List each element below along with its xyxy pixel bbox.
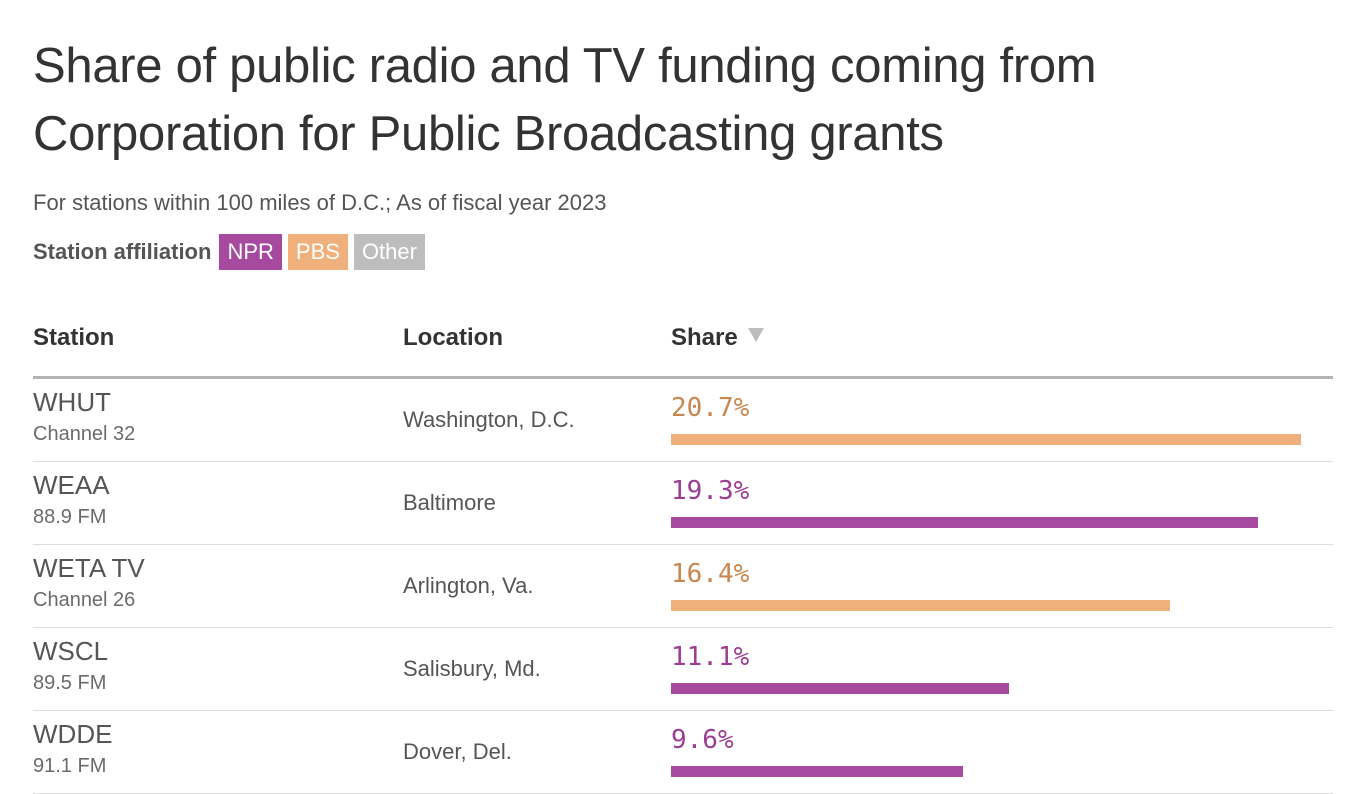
share-value-label: 11.1%	[671, 642, 750, 672]
bar-track	[671, 683, 1301, 694]
chart-title: Share of public radio and TV funding com…	[33, 39, 1097, 161]
legend: Station affiliation NPR PBS Other	[33, 234, 425, 270]
station-name: WHUT	[33, 387, 111, 417]
sort-descending-icon[interactable]	[747, 328, 764, 342]
column-header-location[interactable]: Location	[403, 324, 503, 351]
bar-track	[671, 434, 1301, 445]
chart-subtitle: For stations within 100 miles of D.C.; A…	[33, 190, 607, 215]
share-bar	[671, 600, 1171, 611]
legend-label: Station affiliation	[33, 239, 212, 264]
station-frequency: 88.9 FM	[33, 506, 107, 528]
table-body: WHUT Channel 32 Washington, D.C. 20.7% WEAA 8…	[33, 379, 1333, 794]
share-bar	[671, 434, 1301, 445]
station-frequency: Channel 26	[33, 589, 136, 611]
share-value-label: 9.6%	[671, 725, 734, 755]
table-row: WDDE 91.1 FM Dover, Del. 9.6%	[33, 711, 1333, 794]
legend-item-npr[interactable]: NPR	[219, 234, 282, 270]
station-location: Dover, Del.	[403, 739, 512, 764]
station-location: Baltimore	[403, 490, 496, 515]
table-header: Station Location Share	[33, 318, 1333, 379]
legend-item-pbs[interactable]: PBS	[287, 234, 348, 270]
share-value-label: 16.4%	[671, 559, 750, 589]
table-row: WEAA 88.9 FM Baltimore 19.3%	[33, 462, 1333, 545]
table-row: WHUT Channel 32 Washington, D.C. 20.7%	[33, 379, 1333, 462]
table-row: WSCL 89.5 FM Salisbury, Md. 11.1%	[33, 628, 1333, 711]
station-frequency: Channel 32	[33, 423, 136, 445]
station-name: WEAA	[33, 470, 110, 500]
share-bar	[671, 683, 1009, 694]
station-frequency: 89.5 FM	[33, 672, 107, 694]
share-bar	[671, 517, 1259, 528]
column-header-share[interactable]: Share	[671, 324, 764, 352]
column-header-share-label: Share	[671, 324, 738, 351]
station-name: WETA TV	[33, 553, 145, 583]
station-name: WSCL	[33, 636, 109, 666]
station-frequency: 91.1 FM	[33, 755, 107, 777]
data-table: Station Location Share WHUT Channel 32 Was…	[33, 318, 1333, 794]
station-location: Salisbury, Md.	[403, 656, 541, 681]
share-value-label: 20.7%	[671, 393, 750, 423]
station-location: Arlington, Va.	[403, 573, 534, 598]
station-location: Washington, D.C.	[403, 407, 575, 432]
bar-track	[671, 600, 1301, 611]
legend-item-other[interactable]: Other	[353, 234, 425, 270]
station-name: WDDE	[33, 719, 113, 749]
table-row: WETA TV Channel 26 Arlington, Va. 16.4%	[33, 545, 1333, 628]
column-header-station[interactable]: Station	[33, 324, 115, 351]
bar-track	[671, 517, 1301, 528]
share-value-label: 19.3%	[671, 476, 750, 506]
